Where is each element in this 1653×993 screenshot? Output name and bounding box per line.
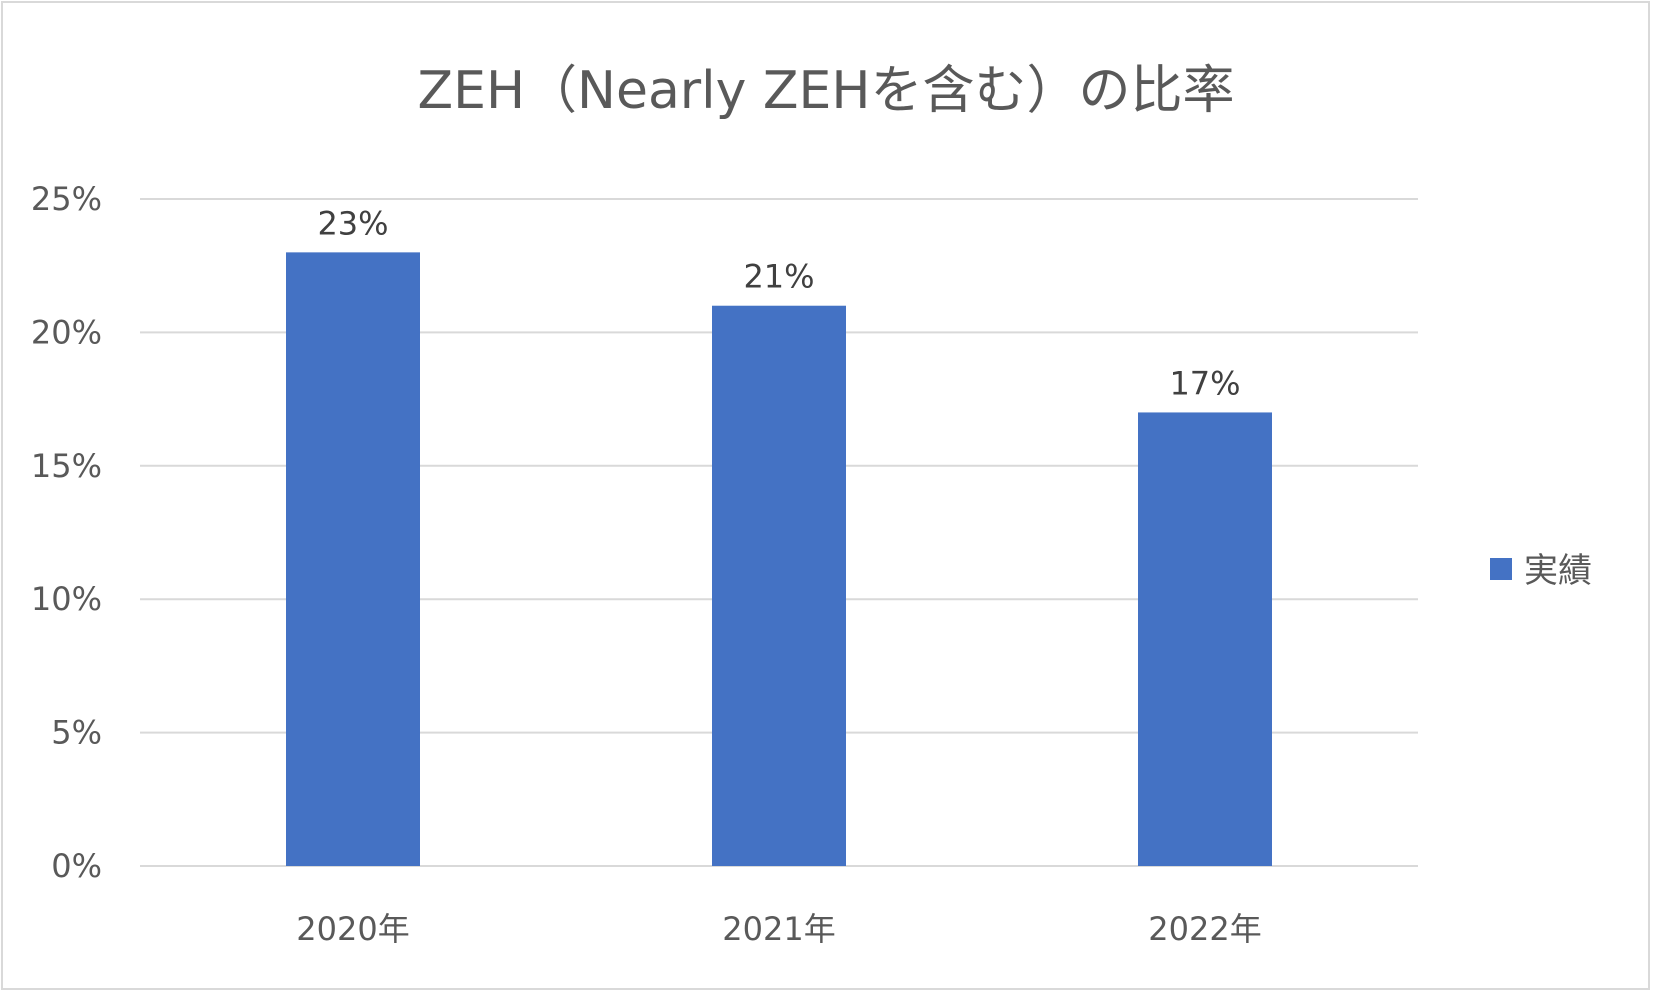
x-axis-category-labels: 2020年 2021年 2022年 [296,910,1261,948]
y-axis-tick-labels: 0% 5% 10% 15% 20% 25% [31,180,102,885]
x-category-label-2021: 2021年 [722,910,835,948]
legend-swatch [1490,558,1512,580]
bar-2021 [712,305,846,867]
y-tick-label-5: 25% [31,180,102,218]
y-tick-label-3: 15% [31,447,102,485]
y-tick-label-4: 20% [31,313,102,351]
data-label-2022: 17% [1169,364,1240,402]
bar-2022 [1138,412,1272,866]
chart-title: ZEH（Nearly ZEHを含む）の比率 [417,61,1234,121]
y-tick-label-2: 10% [31,580,102,618]
x-category-label-2020: 2020年 [296,910,409,948]
data-label-2021: 21% [743,258,814,296]
data-label-2020: 23% [317,204,388,242]
bar-2020 [286,252,420,867]
legend: 実績 [1490,551,1592,591]
y-tick-label-1: 5% [51,714,102,752]
legend-label: 実績 [1524,551,1592,591]
x-category-label-2022: 2022年 [1148,910,1261,948]
data-labels: 23% 21% 17% [317,204,1240,402]
y-tick-label-0: 0% [51,847,102,885]
bars [286,252,1272,867]
